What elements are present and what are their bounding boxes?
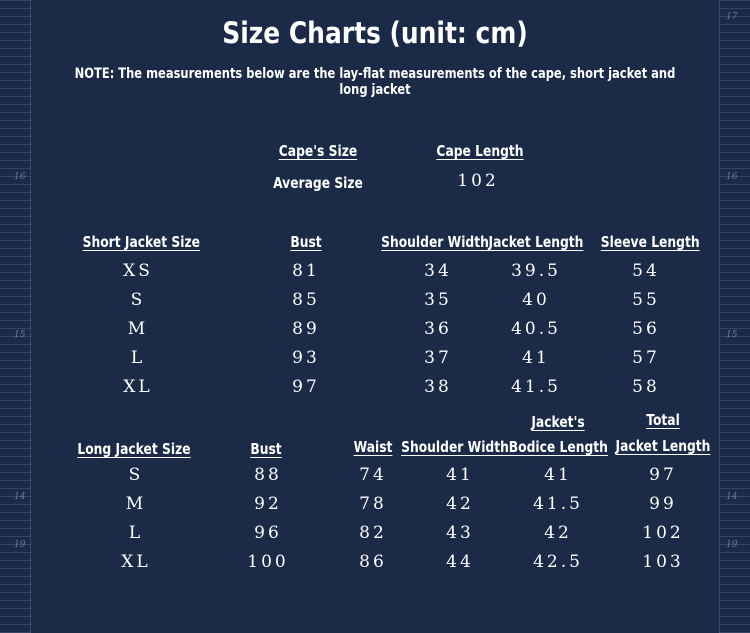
cape-size-value: Average Size bbox=[273, 174, 363, 192]
long-size-cell: M bbox=[125, 494, 147, 514]
short-bust-cell: 93 bbox=[292, 348, 320, 368]
long-total-header-line2: Jacket Length bbox=[615, 437, 711, 455]
short-bust-cell: 89 bbox=[292, 319, 320, 339]
left-ruler-decoration: 16 15 14 19 bbox=[0, 0, 31, 633]
long-waist-cell: 74 bbox=[359, 465, 387, 485]
short-size-cell: S bbox=[130, 290, 146, 310]
long-waist-cell: 78 bbox=[359, 494, 387, 514]
ruler-tick: 14 bbox=[726, 492, 738, 502]
short-shoulder-cell: 36 bbox=[424, 319, 452, 339]
short-size-cell: M bbox=[127, 319, 149, 339]
short-size-cell: L bbox=[130, 348, 146, 368]
short-shoulder-cell: 35 bbox=[424, 290, 452, 310]
long-shoulder-cell: 41 bbox=[446, 465, 474, 485]
short-jacket-size-header: Short Jacket Size bbox=[82, 233, 201, 251]
short-jacket-length-header: Jacket Length bbox=[488, 233, 584, 251]
long-bust-header: Bust bbox=[250, 440, 282, 458]
right-ruler-decoration: 17 16 15 14 19 bbox=[719, 0, 750, 633]
long-bust-cell: 88 bbox=[254, 465, 282, 485]
long-shoulder-cell: 42 bbox=[446, 494, 474, 514]
long-bodice-cell: 41 bbox=[544, 465, 572, 485]
short-length-cell: 39.5 bbox=[511, 261, 561, 281]
ruler-tick: 15 bbox=[726, 330, 738, 340]
short-size-cell: XL bbox=[123, 377, 153, 397]
cape-length-header: Cape Length bbox=[436, 142, 524, 160]
ruler-tick: 15 bbox=[14, 330, 26, 340]
long-bodice-cell: 41.5 bbox=[533, 494, 583, 514]
short-size-cell: XS bbox=[123, 261, 153, 281]
long-size-cell: S bbox=[128, 465, 144, 485]
long-bodice-cell: 42.5 bbox=[533, 552, 583, 572]
long-waist-cell: 82 bbox=[359, 523, 387, 543]
short-shoulder-cell: 34 bbox=[424, 261, 452, 281]
long-waist-cell: 86 bbox=[359, 552, 387, 572]
long-bust-cell: 100 bbox=[247, 552, 289, 572]
ruler-tick: 19 bbox=[14, 540, 26, 550]
short-length-cell: 41.5 bbox=[511, 377, 561, 397]
short-bust-header: Bust bbox=[290, 233, 322, 251]
short-sleeve-cell: 55 bbox=[632, 290, 660, 310]
ruler-tick: 16 bbox=[14, 172, 26, 182]
long-size-cell: XL bbox=[121, 552, 151, 572]
short-shoulder-cell: 37 bbox=[424, 348, 452, 368]
ruler-tick: 19 bbox=[726, 540, 738, 550]
cape-size-header: Cape's Size bbox=[278, 142, 358, 160]
short-bust-cell: 97 bbox=[292, 377, 320, 397]
long-total-cell: 97 bbox=[649, 465, 677, 485]
short-shoulder-cell: 38 bbox=[424, 377, 452, 397]
ruler-tick: 17 bbox=[726, 12, 738, 22]
short-sleeve-header: Sleeve Length bbox=[600, 233, 700, 251]
cape-length-value: 102 bbox=[457, 171, 499, 191]
long-bodice-header-line2: Bodice Length bbox=[508, 438, 608, 456]
measurement-note: NOTE: The measurements below are the lay… bbox=[74, 66, 676, 98]
ruler-tick: 14 bbox=[14, 492, 26, 502]
long-bust-cell: 92 bbox=[254, 494, 282, 514]
long-waist-header: Waist bbox=[353, 438, 393, 456]
short-sleeve-cell: 58 bbox=[632, 377, 660, 397]
long-total-cell: 102 bbox=[642, 523, 684, 543]
short-length-cell: 40.5 bbox=[511, 319, 561, 339]
long-bodice-header-line1: Jacket's bbox=[531, 413, 585, 431]
short-sleeve-cell: 56 bbox=[632, 319, 660, 339]
short-bust-cell: 81 bbox=[292, 261, 320, 281]
long-bodice-cell: 42 bbox=[544, 523, 572, 543]
long-shoulder-cell: 44 bbox=[446, 552, 474, 572]
short-length-cell: 41 bbox=[522, 348, 550, 368]
short-length-cell: 40 bbox=[522, 290, 550, 310]
short-bust-cell: 85 bbox=[292, 290, 320, 310]
short-shoulder-header: Shoulder Width bbox=[381, 233, 489, 251]
ruler-tick: 16 bbox=[726, 172, 738, 182]
long-shoulder-header: Shoulder Width bbox=[401, 438, 509, 456]
short-sleeve-cell: 57 bbox=[632, 348, 660, 368]
long-shoulder-cell: 43 bbox=[446, 523, 474, 543]
page-title: Size Charts (unit: cm) bbox=[222, 16, 528, 50]
long-jacket-size-header: Long Jacket Size bbox=[77, 440, 191, 458]
long-total-cell: 103 bbox=[642, 552, 684, 572]
long-total-cell: 99 bbox=[649, 494, 677, 514]
long-bust-cell: 96 bbox=[254, 523, 282, 543]
long-size-cell: L bbox=[128, 523, 144, 543]
short-sleeve-cell: 54 bbox=[632, 261, 660, 281]
long-total-header-line1: Total bbox=[646, 411, 680, 429]
